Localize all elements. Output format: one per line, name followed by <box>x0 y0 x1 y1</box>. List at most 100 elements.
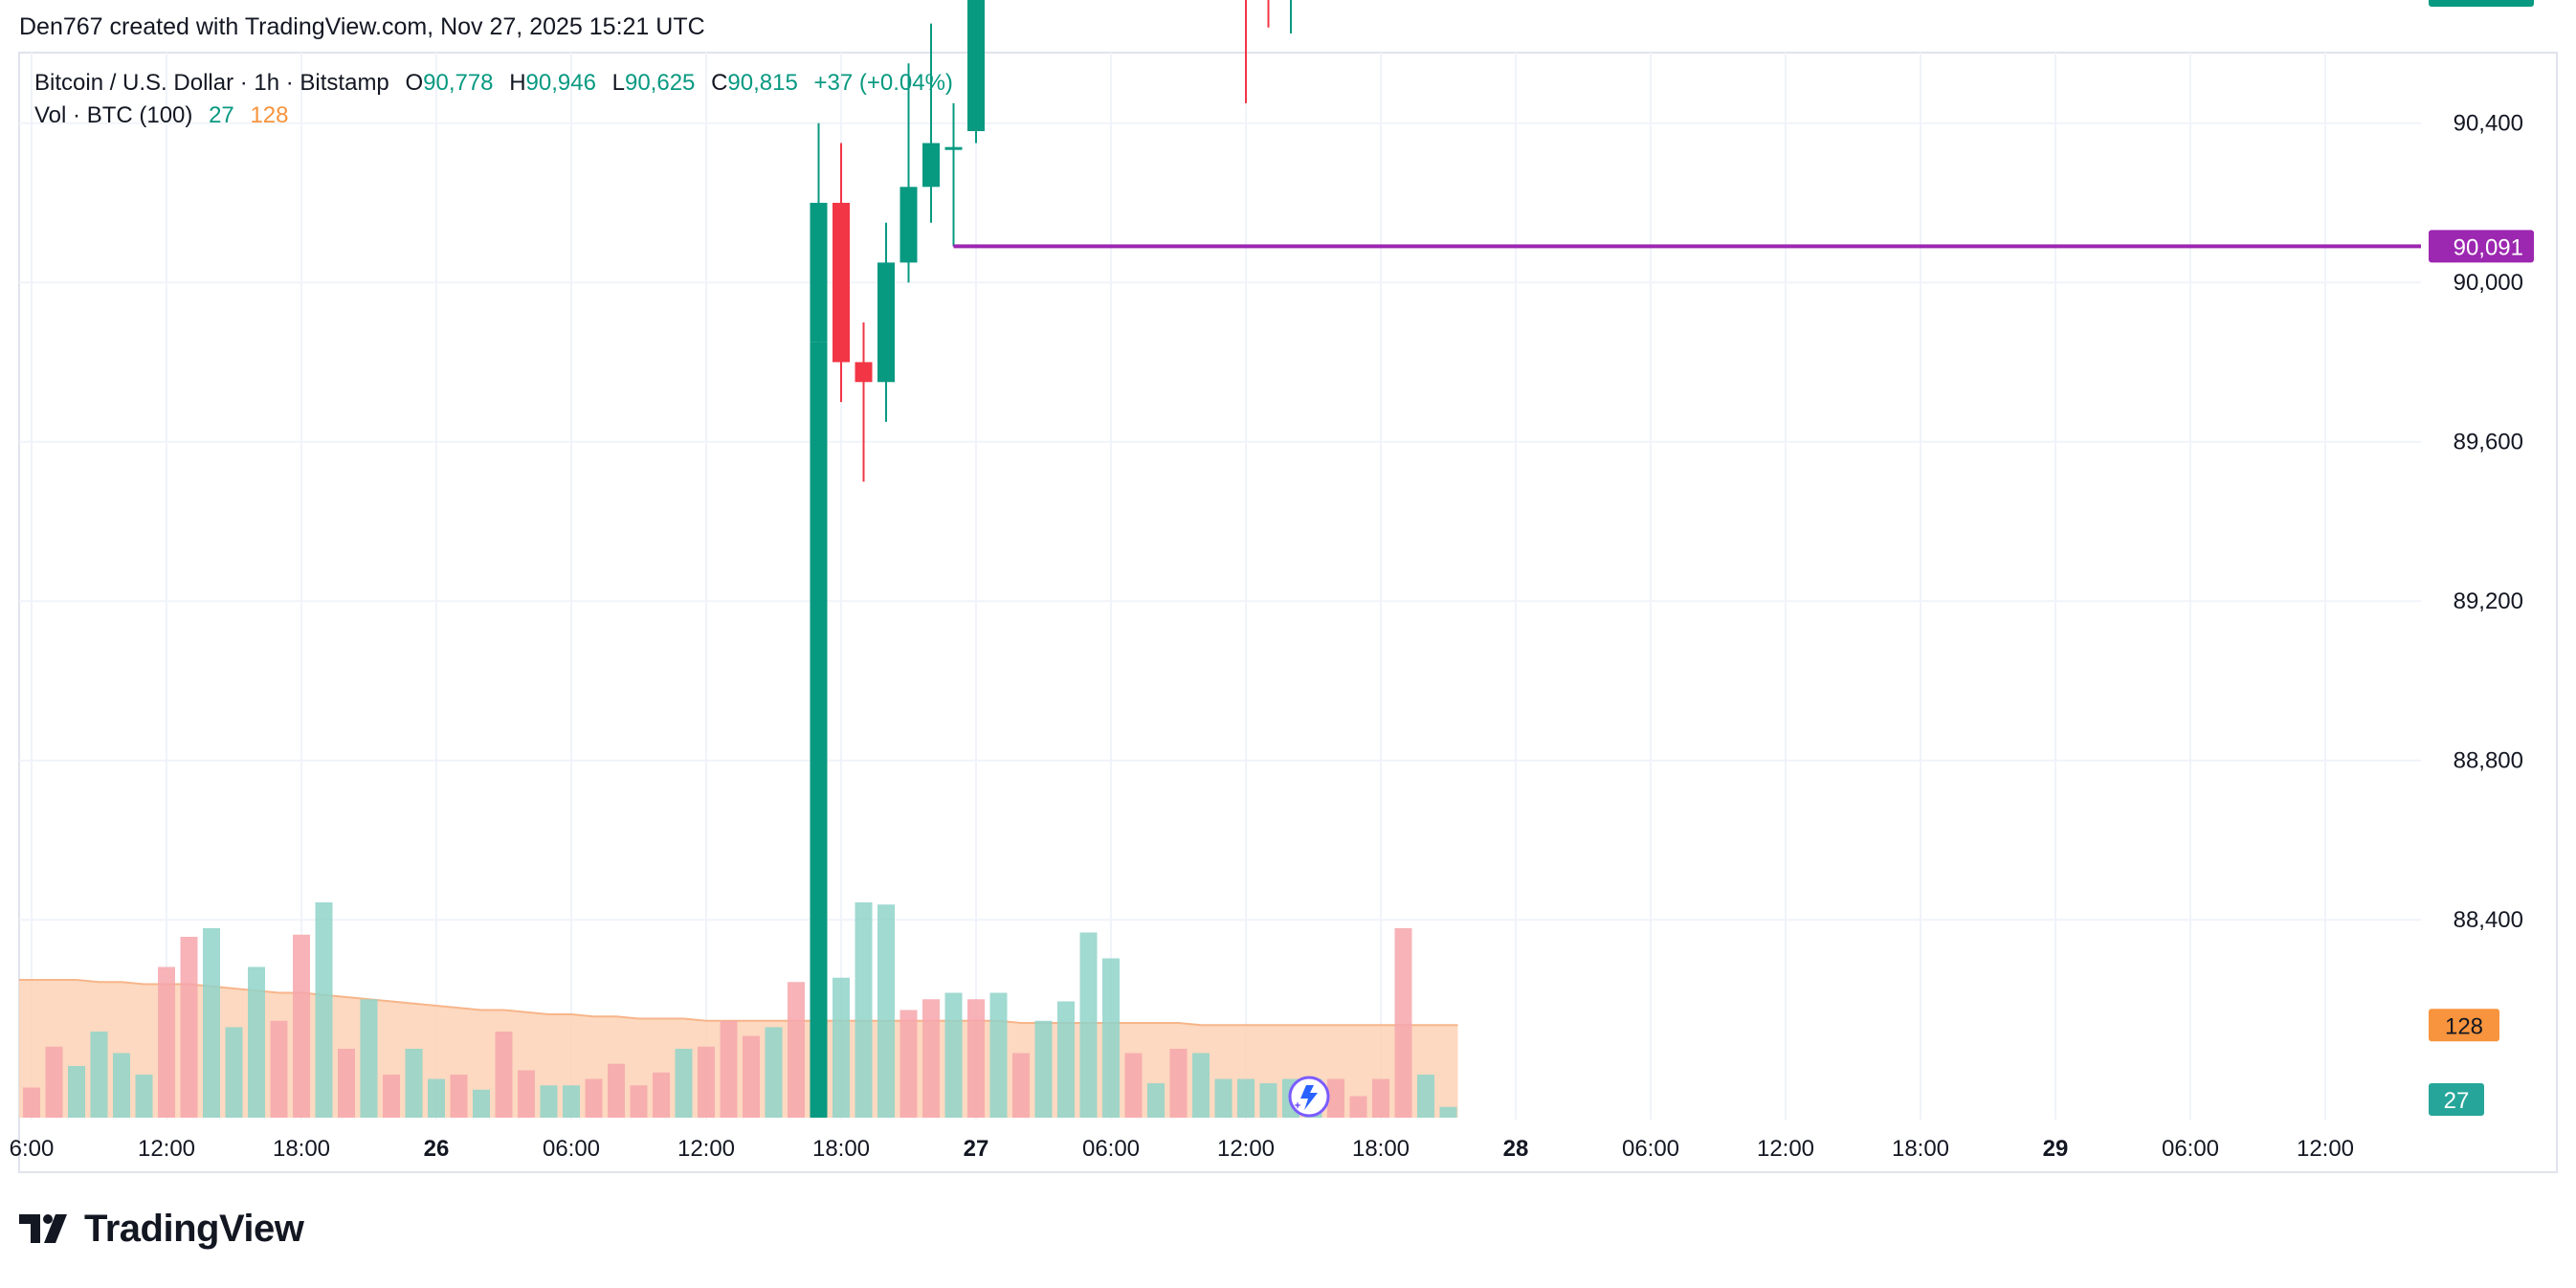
volume-legend-row[interactable]: Vol · BTC (100) 27 128 <box>34 100 953 132</box>
change-value: +37 (+0.04%) <box>813 70 953 96</box>
level-price-badge <box>2429 230 2534 263</box>
volume-bar <box>113 1053 130 1118</box>
chart-attribution: Den767 created with TradingView.com, Nov… <box>19 13 705 41</box>
volume-bar <box>158 966 175 1118</box>
volume-bar <box>270 1020 288 1118</box>
candle-body <box>899 187 918 263</box>
volume-bar <box>1417 1075 1434 1118</box>
volume-bar <box>585 1078 603 1118</box>
volume-bar <box>922 999 940 1118</box>
volume-bar <box>1034 1020 1053 1118</box>
time-tick-label: 12:00 <box>2297 1136 2354 1162</box>
volume-bar <box>1124 1053 1143 1118</box>
time-tick-label: 12:00 <box>138 1136 195 1162</box>
volume-value: 27 <box>209 102 234 128</box>
open-value: 90,778 <box>423 70 494 96</box>
candle-body <box>810 202 828 343</box>
volume-bar <box>180 937 198 1118</box>
volume-ma-area <box>19 980 1458 1118</box>
current-price-badge <box>2429 0 2534 7</box>
tradingview-logo[interactable]: TradingView <box>19 1208 304 1250</box>
price-legend-row[interactable]: Bitcoin / U.S. Dollar · 1h · Bitstamp O9… <box>34 67 953 100</box>
volume-bar <box>90 1032 108 1118</box>
time-tick-label: 27 <box>964 1136 989 1162</box>
volume-bar <box>877 904 895 1118</box>
time-tick-label: 26 <box>424 1136 450 1162</box>
price-axis[interactable]: 93,20092,80092,40092,00091,60091,20090,8… <box>2454 0 2523 934</box>
time-tick-label: 18:00 <box>1892 1136 1949 1162</box>
volume-bar <box>833 977 850 1118</box>
volume-bar <box>1012 1053 1030 1118</box>
time-tick-label: 06:00 <box>543 1136 600 1162</box>
volume-bar <box>360 999 378 1118</box>
time-tick-label: 6:00 <box>10 1136 55 1162</box>
volume-bar <box>338 1049 355 1118</box>
level-price-text: 90,091 <box>2454 234 2523 260</box>
volume-bar <box>1214 1078 1232 1118</box>
volume-bar <box>720 1020 738 1118</box>
volume-bar <box>1057 1001 1075 1118</box>
volume-bar <box>1349 1096 1367 1118</box>
volume-bar <box>1327 1078 1344 1118</box>
volume-bar <box>765 1027 783 1118</box>
created-text: created with TradingView.com, <box>109 13 434 40</box>
price-tick-label: 90,400 <box>2454 111 2523 137</box>
volume-bar <box>675 1049 693 1118</box>
volume-bar <box>473 1089 490 1118</box>
time-tick-label: 12:00 <box>677 1136 735 1162</box>
price-tick-label: 89,600 <box>2454 430 2523 455</box>
time-tick-label: 28 <box>1503 1136 1529 1162</box>
low-value: 90,625 <box>624 70 696 96</box>
horizontal-levels[interactable] <box>19 0 2421 249</box>
volume-indicator-name[interactable]: Vol · BTC (100) <box>34 102 193 128</box>
candle-body <box>944 146 963 150</box>
volume-bar <box>383 1075 400 1118</box>
close-label: C <box>711 70 728 96</box>
candle-body <box>877 262 895 383</box>
volume-bar <box>899 1010 918 1118</box>
author-name[interactable]: Den767 <box>19 13 103 40</box>
close-value: 90,815 <box>727 70 798 96</box>
volume-bar <box>68 1066 85 1118</box>
time-tick-label: 06:00 <box>2162 1136 2219 1162</box>
volume-bar <box>788 982 805 1118</box>
price-tick-label: 90,000 <box>2454 270 2523 296</box>
volume-bar <box>967 999 985 1118</box>
volume-bar <box>203 928 220 1118</box>
open-label: O <box>405 70 424 96</box>
volume-bar <box>135 1075 153 1118</box>
snapshot-date: Nov 27, 2025 15:21 UTC <box>440 13 705 40</box>
candle-body <box>967 0 985 132</box>
volume-bar <box>630 1085 648 1118</box>
tradingview-logo-icon <box>19 1214 67 1243</box>
volume-badge <box>2429 1083 2484 1116</box>
time-tick-label: 06:00 <box>1622 1136 1679 1162</box>
bar-countdown-text: 38:52 <box>2466 0 2523 3</box>
volume-bar <box>1102 958 1120 1118</box>
time-axis[interactable]: 6:00 12:00 18:00 26 06:00 12:00 18:00 27 06:00 12… <box>10 1136 2354 1162</box>
volume-bar <box>944 992 963 1118</box>
time-tick-label: 06:00 <box>1082 1136 1140 1162</box>
volume-bar <box>540 1085 558 1118</box>
price-tick-label: 88,400 <box>2454 907 2523 933</box>
volume-bar <box>1372 1078 1389 1118</box>
candle-body <box>855 362 873 383</box>
volume-bar <box>405 1049 423 1118</box>
volume-ma-value: 128 <box>250 102 289 128</box>
volume-ma-badge-text: 128 <box>2445 1013 2483 1039</box>
time-tick-label: 12:00 <box>1757 1136 1814 1162</box>
candle-body <box>833 202 850 363</box>
volume-bar <box>1147 1083 1165 1118</box>
candle-series <box>810 0 1292 1118</box>
volume-bar <box>45 1046 63 1118</box>
volume-series <box>19 902 1458 1118</box>
volume-bar <box>653 1072 670 1118</box>
time-tick-label: 12:00 <box>1217 1136 1275 1162</box>
replay-icon[interactable] <box>1288 1076 1330 1118</box>
time-tick-label: 29 <box>2043 1136 2069 1162</box>
volume-bar <box>1169 1049 1188 1118</box>
symbol-description[interactable]: Bitcoin / U.S. Dollar · 1h · Bitstamp <box>34 70 389 96</box>
time-tick-label: 18:00 <box>812 1136 870 1162</box>
volume-bar <box>1079 932 1098 1118</box>
